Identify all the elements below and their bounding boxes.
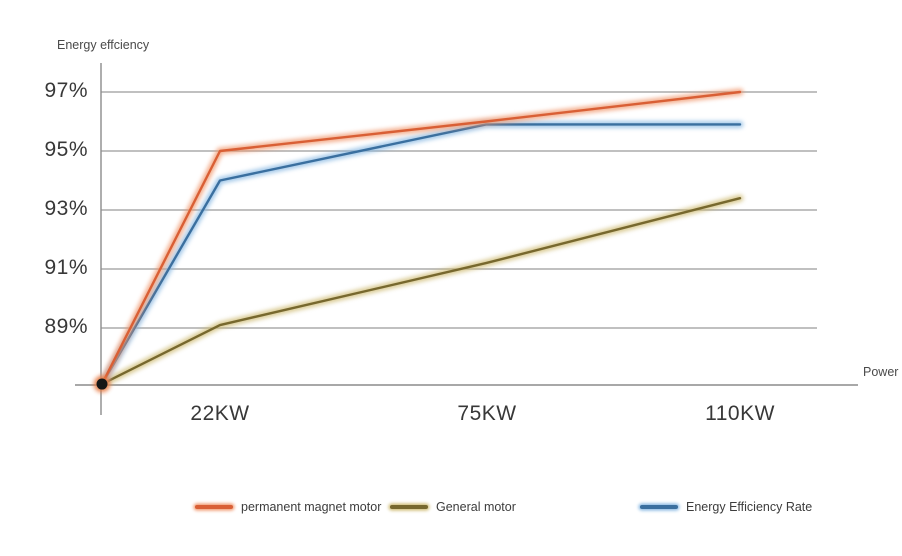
y-tick-93: 93% xyxy=(44,197,88,220)
legend: permanent magnet motor General motor Ene… xyxy=(0,497,902,521)
legend-swatch-energy-efficiency-rate xyxy=(640,505,678,509)
y-axis-title: Energy effciency xyxy=(57,38,150,52)
legend-item-permanent-magnet-motor: permanent magnet motor xyxy=(195,497,381,517)
x-axis-title: Power xyxy=(863,365,899,379)
x-tick-75kw: 75KW xyxy=(457,402,517,425)
y-tick-97: 97% xyxy=(44,79,88,102)
y-tick-95: 95% xyxy=(44,138,88,161)
legend-swatch-general-motor xyxy=(390,505,428,509)
legend-label-general-motor: General motor xyxy=(436,500,516,514)
legend-label-energy-efficiency-rate: Energy Efficiency Rate xyxy=(686,500,813,514)
legend-item-general-motor: General motor xyxy=(390,497,516,517)
legend-item-energy-efficiency-rate: Energy Efficiency Rate xyxy=(640,497,812,517)
y-tick-91: 91% xyxy=(44,256,88,279)
legend-label-permanent-magnet-motor: permanent magnet motor xyxy=(241,500,382,514)
legend-swatch-permanent-magnet-motor xyxy=(195,505,233,509)
y-tick-89: 89% xyxy=(44,315,88,338)
x-tick-22kw: 22KW xyxy=(190,402,250,425)
x-tick-110kw: 110KW xyxy=(705,402,775,425)
